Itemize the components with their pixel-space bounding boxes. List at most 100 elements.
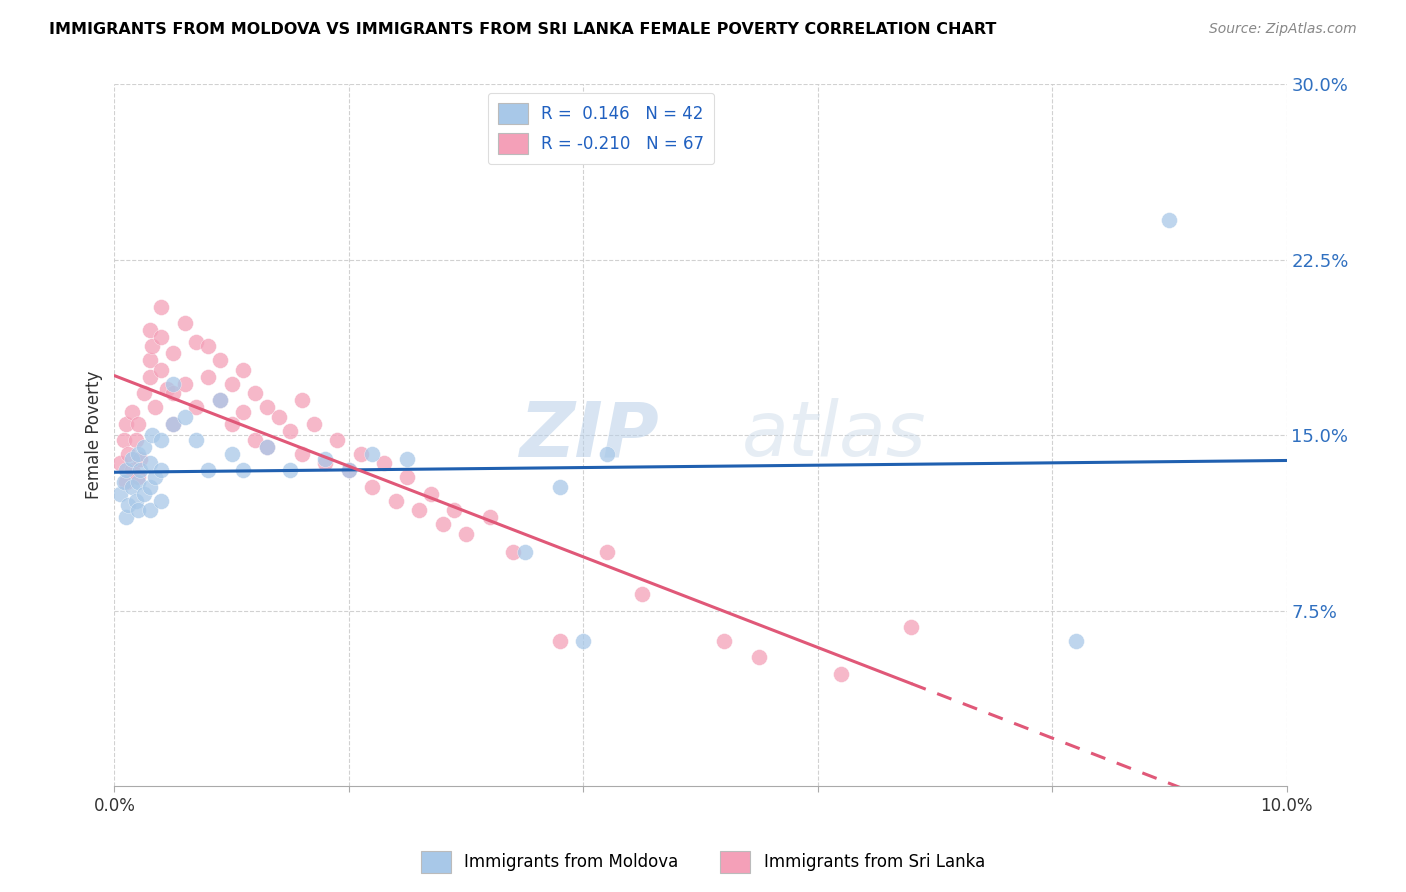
- Point: [278, 424, 301, 438]
- Point: [121, 451, 143, 466]
- Point: [117, 447, 139, 461]
- Point: [132, 487, 155, 501]
- Point: [115, 417, 138, 431]
- Point: [361, 480, 384, 494]
- Point: [117, 499, 139, 513]
- Point: [112, 475, 135, 489]
- Point: [267, 409, 290, 424]
- Text: IMMIGRANTS FROM MOLDOVA VS IMMIGRANTS FROM SRI LANKA FEMALE POVERTY CORRELATION : IMMIGRANTS FROM MOLDOVA VS IMMIGRANTS FR…: [49, 22, 997, 37]
- Point: [150, 493, 173, 508]
- Point: [900, 620, 922, 634]
- Point: [197, 463, 219, 477]
- Point: [138, 503, 160, 517]
- Point: [173, 376, 195, 391]
- Point: [115, 475, 138, 489]
- Point: [314, 456, 336, 470]
- Point: [173, 316, 195, 330]
- Text: atlas: atlas: [741, 399, 927, 472]
- Point: [124, 433, 146, 447]
- Point: [162, 346, 184, 360]
- Point: [432, 517, 454, 532]
- Point: [132, 440, 155, 454]
- Point: [314, 451, 336, 466]
- Point: [337, 463, 360, 477]
- Point: [232, 363, 254, 377]
- Point: [221, 417, 243, 431]
- Text: ZIP: ZIP: [520, 399, 659, 472]
- Point: [110, 487, 132, 501]
- Point: [173, 409, 195, 424]
- Point: [631, 587, 654, 601]
- Point: [150, 330, 173, 344]
- Point: [150, 300, 173, 314]
- Point: [373, 456, 395, 470]
- Point: [830, 666, 852, 681]
- Point: [141, 428, 163, 442]
- Point: [145, 470, 167, 484]
- Point: [127, 503, 149, 517]
- Point: [478, 510, 501, 524]
- Text: Source: ZipAtlas.com: Source: ZipAtlas.com: [1209, 22, 1357, 37]
- Point: [232, 463, 254, 477]
- Point: [145, 401, 167, 415]
- Point: [713, 634, 735, 648]
- Point: [1064, 634, 1087, 648]
- Point: [408, 503, 430, 517]
- Point: [121, 405, 143, 419]
- Point: [454, 526, 477, 541]
- Point: [124, 493, 146, 508]
- Point: [162, 376, 184, 391]
- Point: [129, 463, 152, 477]
- Point: [291, 393, 314, 408]
- Point: [291, 447, 314, 461]
- Point: [221, 376, 243, 391]
- Point: [302, 417, 325, 431]
- Point: [115, 510, 138, 524]
- Point: [197, 339, 219, 353]
- Point: [186, 433, 208, 447]
- Point: [138, 369, 160, 384]
- Point: [349, 447, 371, 461]
- Legend: R =  0.146   N = 42, R = -0.210   N = 67: R = 0.146 N = 42, R = -0.210 N = 67: [488, 93, 714, 164]
- Point: [115, 463, 138, 477]
- Point: [162, 417, 184, 431]
- Point: [748, 650, 770, 665]
- Point: [127, 447, 149, 461]
- Point: [243, 433, 266, 447]
- Point: [396, 451, 419, 466]
- Point: [121, 463, 143, 477]
- Point: [138, 456, 160, 470]
- Point: [596, 447, 619, 461]
- Point: [396, 470, 419, 484]
- Point: [127, 417, 149, 431]
- Point: [256, 440, 278, 454]
- Point: [208, 353, 231, 368]
- Point: [138, 323, 160, 337]
- Point: [1159, 213, 1181, 227]
- Point: [548, 634, 571, 648]
- Point: [127, 475, 149, 489]
- Point: [513, 545, 536, 559]
- Point: [278, 463, 301, 477]
- Point: [138, 480, 160, 494]
- Point: [502, 545, 524, 559]
- Point: [186, 334, 208, 349]
- Point: [256, 401, 278, 415]
- Point: [256, 440, 278, 454]
- Point: [129, 451, 152, 466]
- Point: [596, 545, 619, 559]
- Point: [162, 386, 184, 401]
- Point: [112, 433, 135, 447]
- Point: [138, 353, 160, 368]
- Point: [384, 493, 406, 508]
- Point: [150, 363, 173, 377]
- Point: [572, 634, 595, 648]
- Point: [548, 480, 571, 494]
- Point: [197, 369, 219, 384]
- Point: [110, 456, 132, 470]
- Legend: Immigrants from Moldova, Immigrants from Sri Lanka: Immigrants from Moldova, Immigrants from…: [415, 845, 991, 880]
- Point: [132, 386, 155, 401]
- Point: [361, 447, 384, 461]
- Point: [419, 487, 441, 501]
- Point: [337, 463, 360, 477]
